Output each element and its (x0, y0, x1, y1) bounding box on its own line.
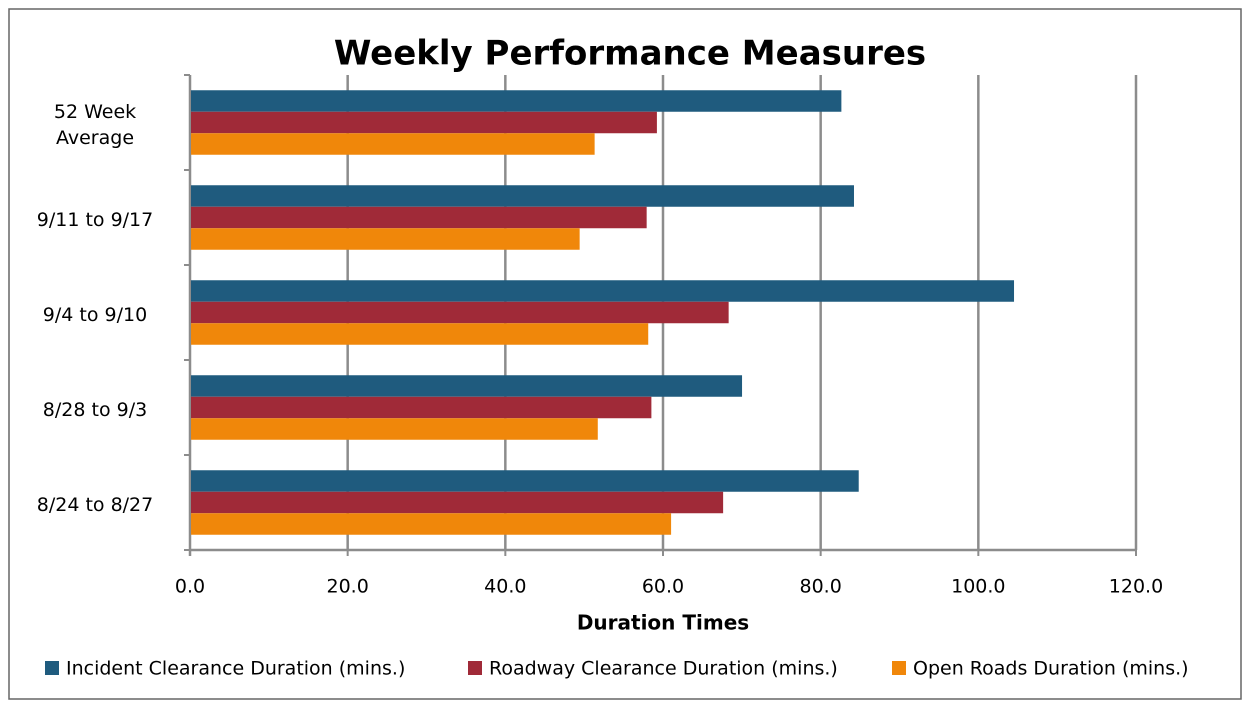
bar (191, 228, 580, 250)
legend-swatch (892, 661, 906, 675)
y-tick-label: 8/24 to 8/27 (36, 493, 154, 516)
x-tick-label: 40.0 (484, 576, 526, 598)
bar (191, 185, 854, 207)
bar (191, 111, 657, 134)
bar (191, 206, 647, 229)
legend-label: Incident Clearance Duration (mins.) (66, 658, 405, 680)
bar (191, 301, 729, 324)
x-tick-label: 60.0 (642, 576, 684, 598)
bar (191, 470, 859, 492)
bar (191, 280, 1015, 302)
y-tick-label: 8/28 to 9/3 (42, 398, 148, 421)
x-tick-label: 0.0 (175, 576, 205, 598)
legend-label: Open Roads Duration (mins.) (913, 658, 1189, 680)
x-tick-label: 100.0 (951, 576, 1005, 598)
legend-label: Roadway Clearance Duration (mins.) (489, 658, 838, 680)
bar (191, 323, 649, 345)
chart-title: Weekly Performance Measures (334, 34, 926, 74)
bar (191, 491, 724, 514)
bar (191, 375, 743, 397)
bar (191, 396, 652, 419)
x-axis-title: Duration Times (577, 611, 749, 635)
bar (191, 513, 672, 535)
x-tick-label: 80.0 (800, 576, 842, 598)
x-tick-label: 20.0 (327, 576, 369, 598)
x-tick-label: 120.0 (1109, 576, 1163, 598)
y-tick-label: 52 Week Average (53, 100, 137, 149)
bar (191, 133, 595, 155)
bar (191, 90, 842, 112)
y-tick-label: 9/4 to 9/10 (42, 303, 148, 326)
bar (191, 418, 598, 440)
y-tick-label: 9/11 to 9/17 (36, 208, 154, 231)
legend-swatch (468, 661, 482, 675)
legend-swatch (45, 661, 59, 675)
